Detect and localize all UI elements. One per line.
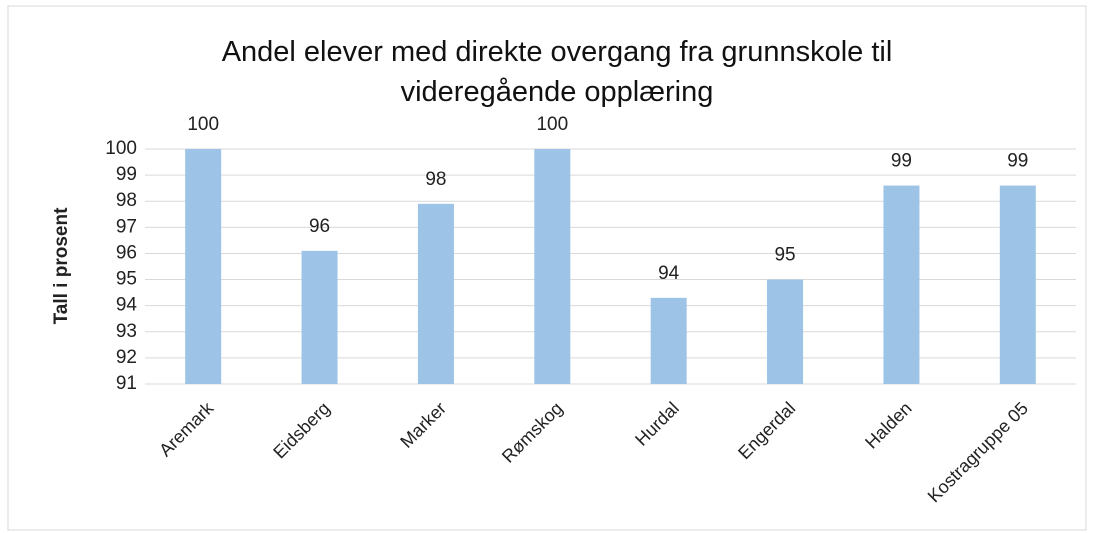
x-tick-label: Hurdal bbox=[631, 398, 683, 450]
bar bbox=[185, 149, 222, 384]
y-tick-label: 94 bbox=[116, 295, 138, 316]
x-tick-label: Marker bbox=[396, 398, 450, 452]
data-label: 95 bbox=[774, 245, 795, 266]
data-label: 100 bbox=[187, 114, 219, 135]
data-label: 99 bbox=[891, 151, 912, 172]
bar bbox=[301, 250, 338, 384]
y-tick-label: 95 bbox=[116, 269, 137, 290]
chart-frame bbox=[7, 5, 1087, 531]
y-tick-label: 97 bbox=[116, 216, 137, 237]
bar bbox=[534, 149, 571, 384]
y-tick-label: 92 bbox=[116, 347, 137, 368]
data-label: 94 bbox=[658, 263, 680, 284]
y-tick-label: 93 bbox=[116, 321, 137, 342]
bar bbox=[417, 203, 454, 384]
y-tick-label: 98 bbox=[116, 190, 137, 211]
x-tick-label: Rømskog bbox=[498, 398, 567, 467]
y-axis-label: Tall i prosent bbox=[51, 207, 72, 325]
y-tick-label: 96 bbox=[116, 242, 137, 263]
bar bbox=[767, 279, 804, 384]
x-tick-label: Kostragruppe 05 bbox=[924, 398, 1032, 506]
bar bbox=[999, 185, 1036, 384]
y-tick-label: 100 bbox=[105, 138, 137, 159]
bar bbox=[650, 297, 687, 384]
data-label: 99 bbox=[1007, 151, 1028, 172]
x-tick-label: Engerdal bbox=[734, 398, 799, 463]
y-tick-label: 99 bbox=[116, 164, 137, 185]
data-label: 100 bbox=[536, 114, 568, 135]
x-tick-label: Halden bbox=[861, 398, 915, 452]
bar bbox=[883, 185, 920, 384]
chart-title: Andel elever med direkte overgang fra gr… bbox=[221, 36, 893, 108]
y-tick-label: 91 bbox=[116, 373, 137, 394]
x-tick-label: Aremark bbox=[155, 397, 218, 460]
x-tick-label: Eidsberg bbox=[269, 398, 333, 462]
data-label: 98 bbox=[425, 169, 446, 190]
data-label: 96 bbox=[309, 216, 330, 237]
